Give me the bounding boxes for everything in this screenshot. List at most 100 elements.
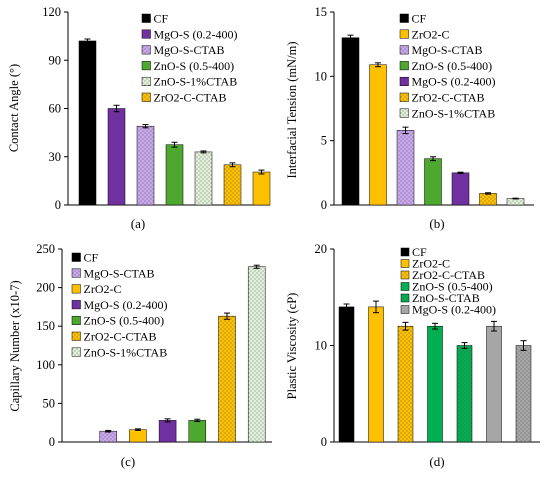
- legend-label: ZrO2-C: [412, 27, 450, 41]
- legend-label: ZnO-S-CTAB: [412, 291, 480, 305]
- legend-label: MgO-S-CTAB: [412, 43, 483, 57]
- y-tick-label: 0: [49, 435, 55, 449]
- legend-swatch: [399, 61, 409, 71]
- legend-swatch: [399, 45, 409, 55]
- legend-label: ZrO2-C-CTAB: [412, 91, 485, 105]
- bar: [107, 108, 126, 206]
- legend-swatch: [400, 282, 410, 291]
- bar: [479, 193, 497, 206]
- y-tick-label: 50: [43, 396, 56, 410]
- bar: [486, 325, 502, 443]
- legend-label: ZrO2-C-CTAB: [154, 91, 227, 105]
- y-tick-label: 5: [321, 134, 327, 148]
- legend-label: CF: [412, 12, 427, 26]
- legend-swatch: [399, 92, 409, 102]
- legend-label: MgO-S (0.2-400): [84, 298, 168, 312]
- legend-label: ZrO2-C-CTAB: [84, 330, 157, 344]
- bar: [368, 306, 384, 443]
- legend-label: ZnO-S (0.5-400): [84, 314, 165, 328]
- bar: [165, 144, 184, 206]
- legend-swatch: [399, 13, 409, 23]
- legend-label: ZnO-S-1%CTAB: [84, 345, 168, 359]
- legend-swatch: [71, 268, 81, 278]
- y-axis-title: Capillary Number (x10-7): [8, 280, 22, 411]
- y-tick-label: 150: [36, 319, 55, 333]
- legend-swatch: [400, 270, 410, 280]
- bar: [158, 420, 177, 443]
- y-tick-label: 200: [36, 281, 55, 295]
- legend-swatch: [400, 293, 410, 303]
- legend-swatch: [141, 61, 151, 71]
- chart-panel-4: 0 10 20 Plastic Viscosity (cP) CFZrO2-CZrO2-…: [285, 242, 540, 469]
- bar: [78, 40, 97, 206]
- legend-swatch: [71, 347, 81, 357]
- legend-swatch: [71, 284, 81, 294]
- legend-label: CF: [412, 245, 427, 259]
- bar: [247, 266, 266, 443]
- legend-swatch: [400, 247, 410, 257]
- bar: [194, 151, 213, 206]
- legend-swatch: [400, 259, 410, 268]
- legend-swatch: [71, 331, 81, 341]
- legend-label: MgO-S (0.2-400): [154, 27, 238, 41]
- bar: [218, 315, 236, 443]
- legend-label: MgO-S (0.2-400): [412, 75, 496, 89]
- chart-panel-3: 0 50 100 150 200 250 Capillary Number (x10-7) C…: [8, 242, 272, 469]
- y-axis-title: Plastic Viscosity (cP): [285, 293, 299, 400]
- y-tick-label: 0: [55, 198, 61, 212]
- y-axis-title: Interfacial Tension (mN/m): [285, 41, 299, 178]
- bar: [427, 325, 443, 443]
- panel-label: (a): [131, 216, 145, 231]
- y-tick-label: 30: [49, 150, 62, 164]
- bar: [223, 164, 242, 206]
- bar: [451, 172, 470, 206]
- legend-label: ZnO-S-1%CTAB: [154, 75, 238, 89]
- y-tick-label: 250: [36, 242, 55, 256]
- legend-swatch: [399, 108, 409, 118]
- legend-swatch: [141, 76, 151, 86]
- y-tick-label: 60: [49, 102, 62, 116]
- legend-swatch: [399, 29, 409, 39]
- legend-label: ZnO-S-1%CTAB: [412, 106, 496, 120]
- legend-label: ZnO-S (0.5-400): [412, 280, 493, 294]
- legend-label: ZrO2-C: [412, 257, 450, 271]
- legend-label: ZnO-S (0.5-400): [412, 59, 493, 73]
- bar: [515, 345, 532, 443]
- bar: [397, 325, 414, 443]
- legend-swatch: [71, 252, 81, 262]
- bar: [369, 64, 387, 206]
- legend-label: CF: [84, 251, 99, 265]
- y-tick-label: 90: [49, 53, 62, 67]
- y-tick-label: 120: [42, 5, 61, 19]
- legend-swatch: [141, 92, 151, 102]
- bar: [136, 125, 155, 206]
- bar: [456, 345, 473, 443]
- legend-label: CF: [154, 12, 169, 26]
- y-tick-label: 15: [315, 5, 328, 19]
- legend-swatch: [400, 305, 410, 314]
- y-tick-label: 100: [36, 358, 55, 372]
- y-tick-label: 20: [315, 242, 328, 256]
- legend-label: ZnO-S (0.5-400): [154, 59, 235, 73]
- bar: [188, 420, 207, 443]
- legend-swatch: [399, 76, 409, 86]
- legend-swatch: [141, 13, 151, 23]
- bar: [341, 37, 360, 206]
- y-tick-label: 0: [321, 435, 327, 449]
- legend-label: ZrO2-C: [84, 282, 122, 296]
- legend-swatch: [141, 29, 151, 39]
- panel-label: (b): [429, 216, 444, 231]
- legend-swatch: [71, 300, 81, 310]
- legend-label: MgO-S-CTAB: [154, 43, 225, 57]
- panel-label: (c): [121, 454, 135, 469]
- y-axis-title: Contact Angle (°): [7, 64, 21, 152]
- bar: [99, 430, 117, 443]
- bar: [129, 429, 147, 443]
- bar: [338, 306, 355, 443]
